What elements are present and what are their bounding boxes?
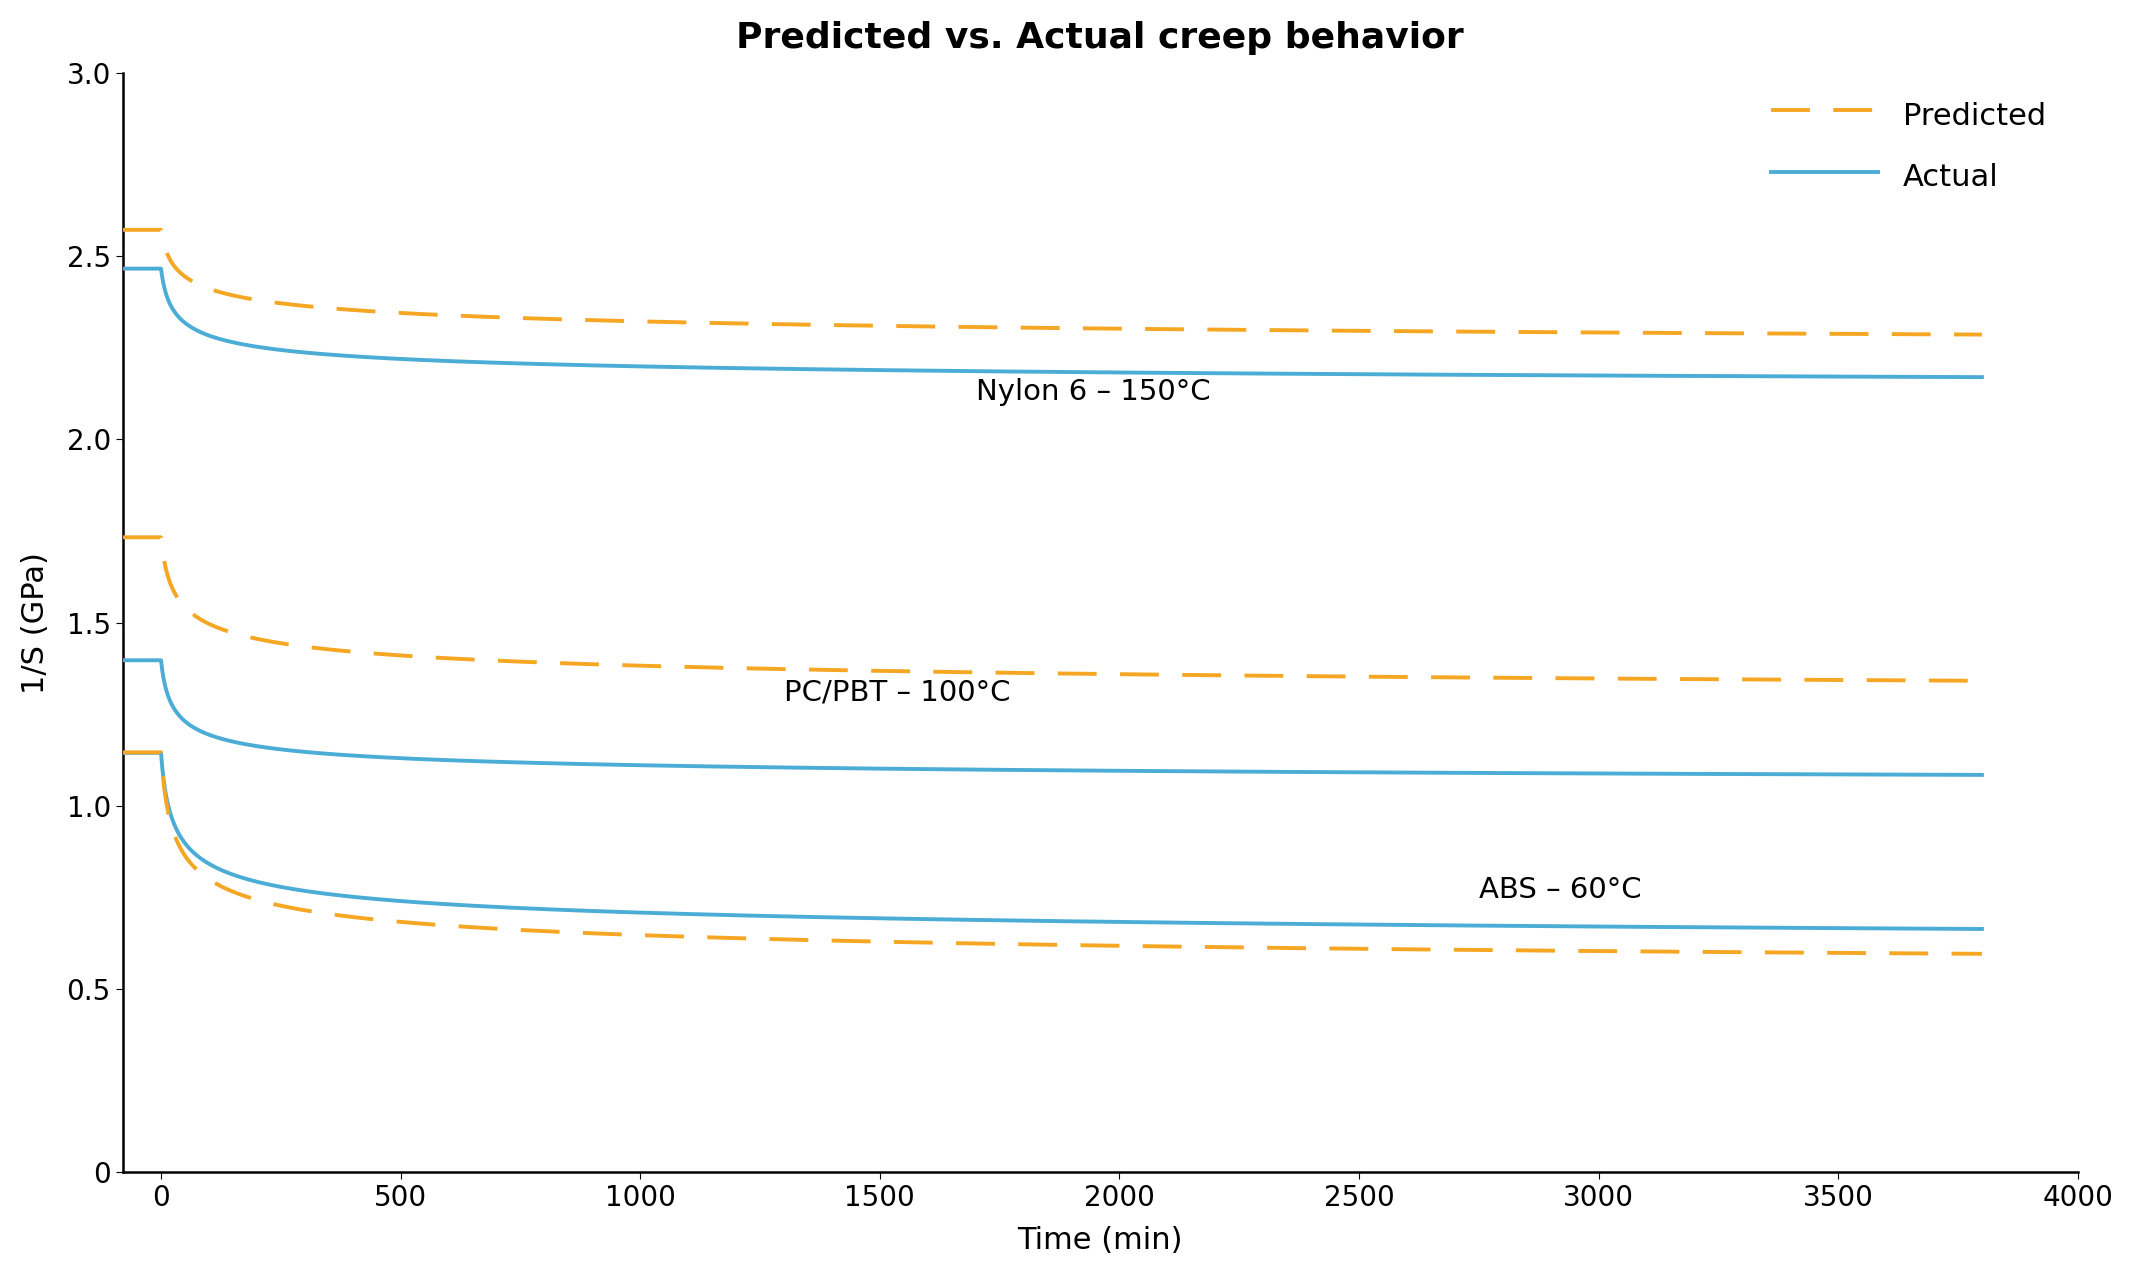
X-axis label: Time (min): Time (min) [1018, 1226, 1182, 1256]
Y-axis label: 1/S (GPa): 1/S (GPa) [21, 551, 49, 694]
Legend: Predicted, Actual: Predicted, Actual [1758, 84, 2057, 207]
Text: Nylon 6 – 150°C: Nylon 6 – 150°C [975, 378, 1210, 406]
Text: ABS – 60°C: ABS – 60°C [1479, 877, 1641, 905]
Title: Predicted vs. Actual creep behavior: Predicted vs. Actual creep behavior [736, 20, 1464, 55]
Text: PC/PBT – 100°C: PC/PBT – 100°C [783, 679, 1009, 707]
